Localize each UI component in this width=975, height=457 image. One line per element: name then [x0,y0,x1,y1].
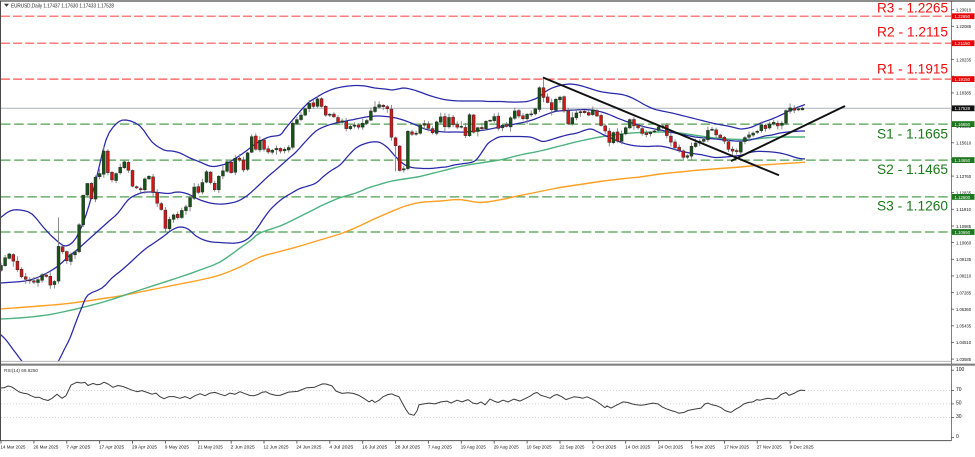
svg-text:16 Jul 2025: 16 Jul 2025 [362,445,387,451]
svg-text:1.20235: 1.20235 [956,57,971,63]
svg-text:1.10060: 1.10060 [956,240,971,246]
svg-text:1.23010: 1.23010 [956,8,971,14]
svg-text:2 Jun 2025: 2 Jun 2025 [231,445,255,451]
svg-text:14 Mar 2025: 14 Mar 2025 [1,445,26,451]
svg-text:RSI(14) 69.9250: RSI(14) 69.9250 [4,368,38,374]
svg-text:100: 100 [956,367,965,373]
svg-text:9 May 2025: 9 May 2025 [165,445,189,451]
svg-text:1.05435: 1.05435 [956,324,971,330]
svg-text:1.22650: 1.22650 [955,14,971,19]
svg-text:1.14650: 1.14650 [955,158,971,163]
svg-text:1.11910: 1.11910 [956,207,971,213]
svg-text:R1 - 1.1915: R1 - 1.1915 [877,62,948,77]
svg-text:1.17528: 1.17528 [955,106,971,111]
svg-text:17 Apr 2025: 17 Apr 2025 [99,445,124,451]
svg-text:1.10650: 1.10650 [955,230,971,235]
svg-text:0: 0 [956,434,959,440]
svg-text:30: 30 [956,414,962,420]
svg-text:1.22085: 1.22085 [956,24,971,30]
svg-text:50: 50 [956,401,962,407]
svg-text:10 Sep 2025: 10 Sep 2025 [527,445,552,451]
svg-text:26 Mar 2025: 26 Mar 2025 [33,445,58,451]
svg-text:R2 - 1.2115: R2 - 1.2115 [877,25,948,40]
svg-text:24 Jun 2025: 24 Jun 2025 [296,445,321,451]
svg-text:1.04510: 1.04510 [956,340,971,346]
svg-text:2 Oct 2025: 2 Oct 2025 [592,445,616,451]
svg-text:27 Nov 2025: 27 Nov 2025 [757,445,782,451]
svg-text:1.19150: 1.19150 [955,77,971,82]
svg-text:1.06360: 1.06360 [956,307,971,313]
svg-text:7 Aug 2025: 7 Aug 2025 [428,445,452,451]
svg-text:1.16650: 1.16650 [955,122,971,127]
svg-text:1.21150: 1.21150 [955,41,971,46]
svg-text:1.18385: 1.18385 [956,91,971,97]
svg-text:1.12835: 1.12835 [956,191,971,197]
svg-text:S3 - 1.1260: S3 - 1.1260 [877,198,948,213]
svg-text:4 Jul 2025: 4 Jul 2025 [329,445,353,451]
svg-text:1.03585: 1.03585 [956,357,971,363]
svg-text:29 Apr 2025: 29 Apr 2025 [132,445,157,451]
svg-text:70: 70 [956,387,962,393]
svg-text:R3 - 1.2265: R3 - 1.2265 [877,1,948,16]
svg-text:22 Sep 2025: 22 Sep 2025 [560,445,585,451]
svg-text:1.15610: 1.15610 [956,141,971,147]
svg-text:S2 - 1.1465: S2 - 1.1465 [877,162,948,177]
svg-text:1.09135: 1.09135 [956,257,971,263]
svg-text:19 Aug 2025: 19 Aug 2025 [461,445,486,451]
svg-text:12 Jun 2025: 12 Jun 2025 [264,445,289,451]
svg-text:21 May 2025: 21 May 2025 [198,445,223,451]
svg-text:5 Nov 2025: 5 Nov 2025 [691,445,715,451]
svg-text:1.13760: 1.13760 [956,174,971,180]
svg-text:28 Jul 2025: 28 Jul 2025 [395,445,420,451]
svg-text:1.07285: 1.07285 [956,290,971,296]
svg-text:14 Oct 2025: 14 Oct 2025 [625,445,650,451]
svg-text:S1 - 1.1665: S1 - 1.1665 [877,127,948,142]
svg-text:1.08210: 1.08210 [956,274,971,280]
svg-text:1.10985: 1.10985 [956,224,971,230]
svg-text:29 Aug 2025: 29 Aug 2025 [494,445,519,451]
svg-text:EURUSD,Daily 1.17437 1.17630 1: EURUSD,Daily 1.17437 1.17630 1.17433 1.1… [11,3,114,9]
svg-text:17 Nov 2025: 17 Nov 2025 [724,445,749,451]
svg-text:9 Dec 2025: 9 Dec 2025 [790,445,814,451]
svg-text:24 Oct 2025: 24 Oct 2025 [658,445,683,451]
svg-text:7 Apr 2025: 7 Apr 2025 [66,445,90,451]
svg-text:1.12600: 1.12600 [955,195,971,200]
